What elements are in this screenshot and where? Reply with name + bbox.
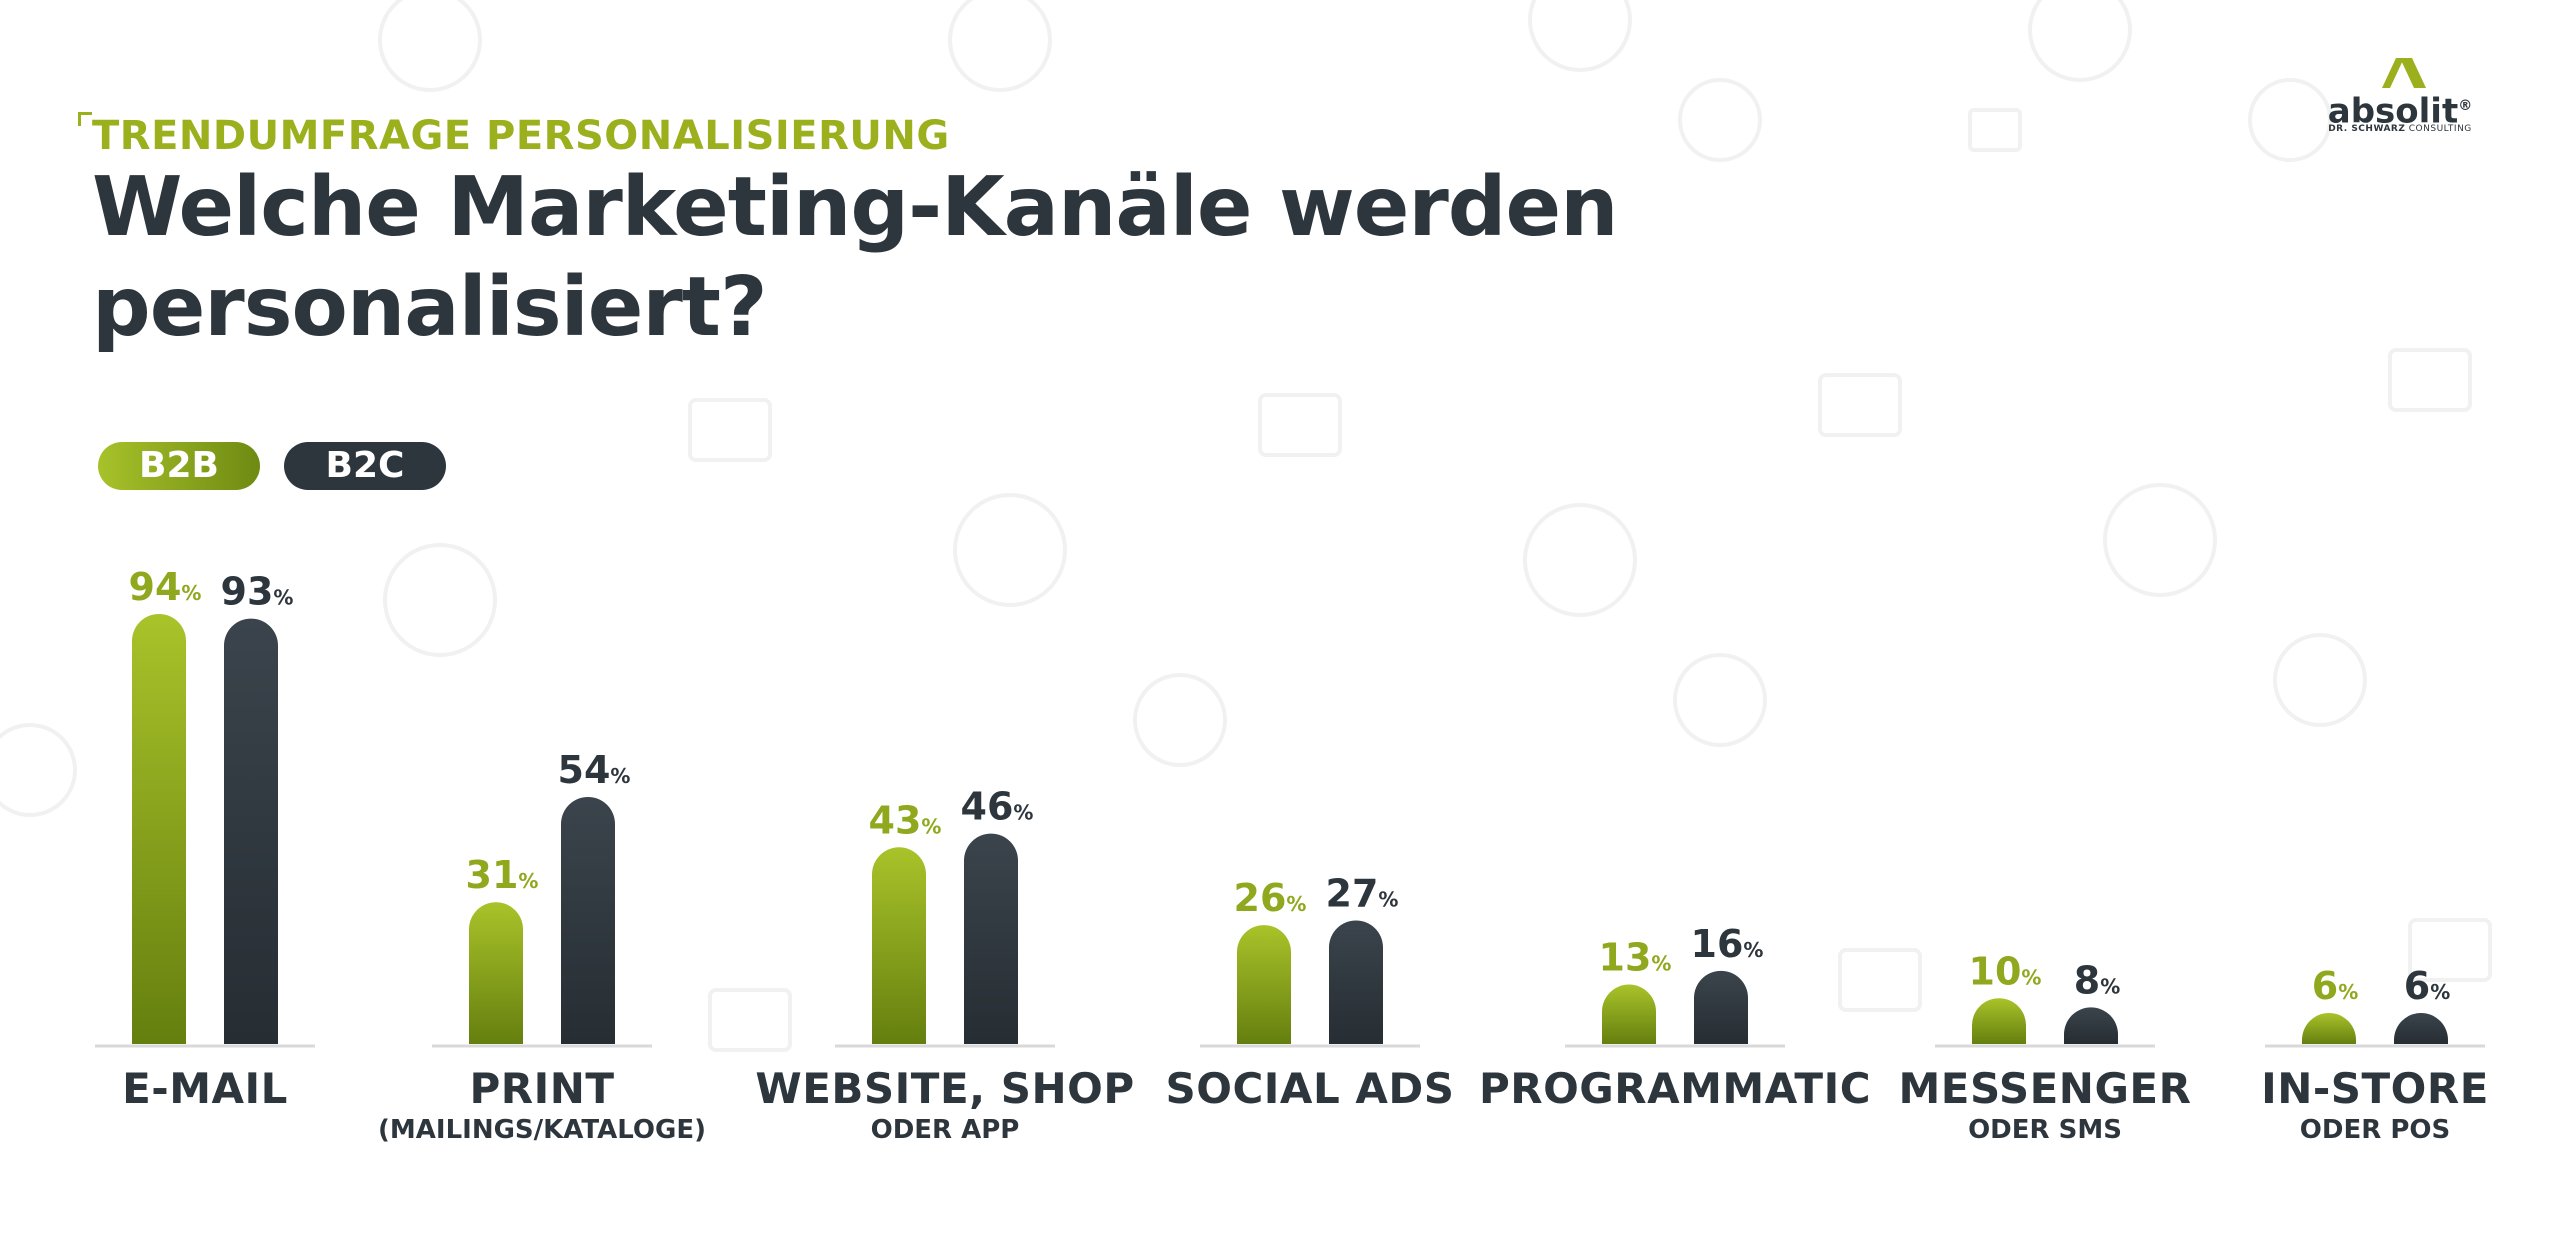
- category-name: WEBSITE, SHOP: [755, 1064, 1135, 1113]
- value-label-b2b-6: 6%: [2312, 964, 2359, 1008]
- bar-b2b-3: [1237, 925, 1291, 1044]
- bar-b2c-2: [964, 833, 1018, 1044]
- category-subtitle: ODER SMS: [1968, 1115, 2122, 1145]
- category-label-2: WEBSITE, SHOP ODER APP: [745, 1064, 1145, 1146]
- bar-b2c-3: [1329, 920, 1383, 1044]
- page-title-line-1: Welche Marketing-Kanäle werden: [92, 160, 1618, 255]
- value-label-b2c-1: 54%: [558, 748, 631, 792]
- value-label-b2c-5: 8%: [2074, 958, 2121, 1002]
- value-label-b2c-2: 46%: [961, 785, 1034, 829]
- category-subtitle: ODER APP: [870, 1115, 1020, 1145]
- category-name: IN-STORE: [2261, 1064, 2489, 1113]
- logo-subtitle: DR. SCHWARZ CONSULTING: [2328, 124, 2472, 134]
- bar-b2c-5: [2064, 1007, 2118, 1044]
- absolit-logo: absolit® DR. SCHWARZ CONSULTING: [2300, 56, 2500, 140]
- bar-b2b-2: [872, 847, 926, 1044]
- category-label-4: PROGRAMMATIC: [1475, 1064, 1875, 1114]
- logo-wordmark: absolit®: [2327, 91, 2473, 132]
- logo-mountain-icon: [2382, 58, 2426, 88]
- category-subtitle: (MAILINGS/KATALOGE): [378, 1115, 706, 1145]
- legend-b2c: B2C: [284, 442, 446, 490]
- category-name: SOCIAL ADS: [1165, 1064, 1455, 1113]
- value-label-b2c-4: 16%: [1691, 922, 1764, 966]
- value-label-b2b-5: 10%: [1969, 949, 2042, 993]
- category-label-3: SOCIAL ADS: [1110, 1064, 1510, 1114]
- kicker-corner-mark: [78, 112, 92, 126]
- bar-b2b-6: [2302, 1013, 2356, 1044]
- bar-b2c-4: [1694, 970, 1748, 1044]
- value-label-b2b-2: 43%: [869, 798, 942, 842]
- legend-b2b: B2B: [98, 442, 260, 490]
- bar-b2b-5: [1972, 998, 2026, 1044]
- category-label-0: E-MAIL: [5, 1064, 405, 1114]
- category-label-5: MESSENGER ODER SMS: [1845, 1064, 2245, 1146]
- category-label-1: PRINT (MAILINGS/KATALOGE): [342, 1064, 742, 1146]
- category-name: PROGRAMMATIC: [1478, 1064, 1872, 1113]
- value-label-b2b-3: 26%: [1234, 876, 1307, 920]
- page-title: Welche Marketing-Kanäle werden personali…: [92, 158, 1792, 358]
- category-label-6: IN-STORE ODER POS: [2175, 1064, 2560, 1146]
- category-name: MESSENGER: [1898, 1064, 2192, 1113]
- kicker-title: TRENDUMFRAGE PERSONALISIERUNG: [92, 113, 950, 159]
- value-label-b2c-3: 27%: [1326, 871, 1399, 915]
- value-label-b2b-1: 31%: [466, 853, 539, 897]
- bar-b2c-6: [2394, 1013, 2448, 1044]
- category-name: PRINT: [469, 1064, 615, 1113]
- value-label-b2c-6: 6%: [2404, 964, 2451, 1008]
- category-subtitle: ODER POS: [2299, 1115, 2451, 1145]
- bar-b2b-0: [132, 614, 186, 1044]
- category-name: E-MAIL: [122, 1064, 288, 1113]
- bar-b2b-4: [1602, 984, 1656, 1044]
- value-label-b2b-0: 94%: [129, 565, 202, 609]
- value-label-b2b-4: 13%: [1599, 936, 1672, 980]
- bar-b2c-0: [224, 618, 278, 1044]
- bar-b2b-1: [469, 902, 523, 1044]
- value-label-b2c-0: 93%: [221, 570, 294, 614]
- bar-b2c-1: [561, 796, 615, 1044]
- page-title-line-2: personalisiert?: [92, 260, 768, 355]
